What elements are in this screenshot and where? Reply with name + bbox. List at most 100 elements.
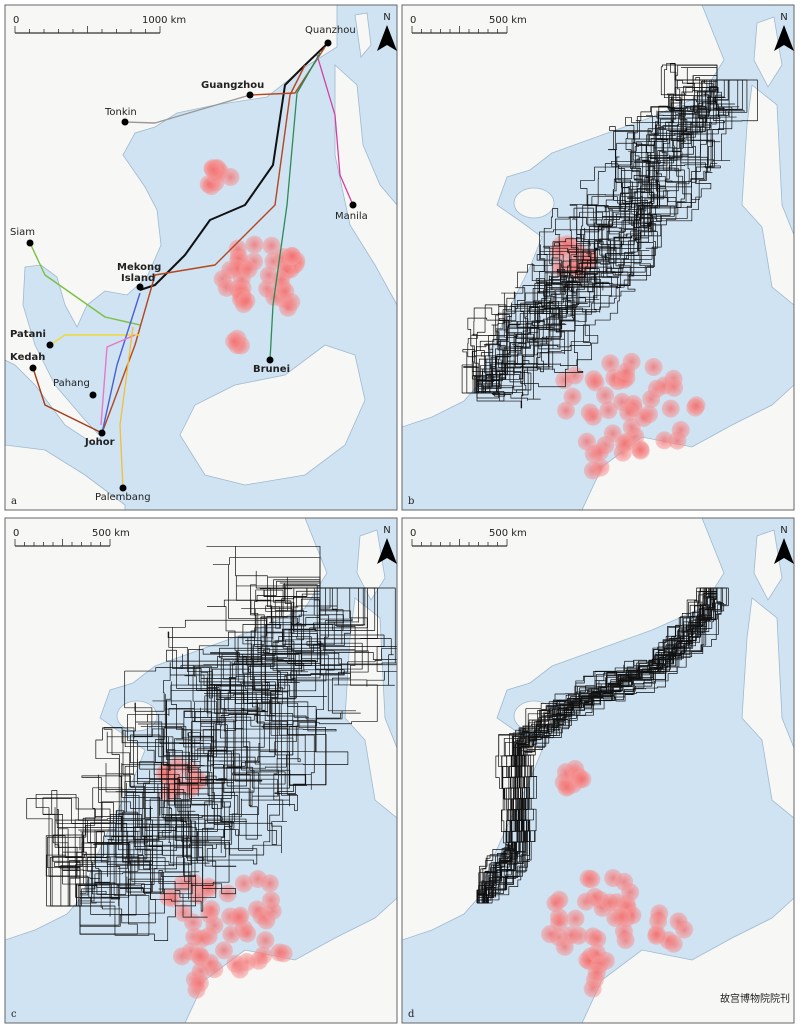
reef-area: [596, 386, 615, 405]
reef-area: [576, 892, 595, 911]
route: [269, 52, 321, 361]
place-label: Palembang: [95, 492, 151, 503]
north-label: N: [780, 12, 787, 23]
route: [80, 587, 368, 907]
reef-area: [579, 869, 598, 888]
route: [474, 80, 725, 394]
reef-area: [245, 235, 264, 254]
map-panel: 0 500 km Nb: [401, 4, 795, 511]
reef-area: [226, 954, 245, 973]
route: [477, 587, 717, 904]
route: [79, 587, 366, 926]
reef-area: [619, 403, 638, 422]
north-arrow: [377, 25, 397, 51]
route: [476, 587, 717, 903]
reef-area: [222, 925, 241, 944]
reef-area: [555, 371, 574, 390]
north-label: N: [780, 525, 787, 536]
reef-area: [557, 778, 576, 797]
route: [46, 588, 397, 907]
place-label: Island: [121, 273, 155, 284]
land: [741, 84, 794, 306]
reef-area: [270, 943, 289, 962]
map-panel: 0 500 km Nd: [401, 517, 795, 1024]
scale-start: 0: [410, 528, 416, 539]
route: [52, 587, 397, 907]
reef-area: [591, 458, 610, 477]
reef-area: [155, 764, 174, 783]
reef-area: [163, 889, 182, 908]
route: [124, 94, 251, 124]
place-dot: [121, 118, 129, 126]
route: [477, 67, 718, 401]
route: [476, 79, 717, 393]
route: [476, 80, 718, 399]
place-label: Johor: [84, 437, 115, 448]
route: [476, 80, 736, 393]
place-dot: [26, 239, 34, 247]
reef-area: [254, 946, 273, 965]
reef-area: [193, 929, 212, 948]
map-body: [402, 518, 794, 1023]
route: [477, 79, 748, 394]
route: [476, 80, 719, 393]
place-dot: [119, 484, 127, 492]
place-label: Kedah: [10, 352, 45, 363]
reef-area: [191, 946, 210, 965]
watermark: 故宫博物院院刊: [720, 992, 790, 1005]
route: [476, 79, 739, 393]
route: [79, 587, 349, 907]
reef-area: [563, 387, 582, 406]
place-label: Brunei: [253, 364, 290, 375]
place-dot: [324, 39, 332, 47]
hainan: [116, 700, 158, 732]
place-dot: [29, 364, 37, 372]
route: [476, 80, 718, 393]
route: [316, 54, 354, 206]
route: [477, 588, 725, 904]
route: [477, 588, 718, 904]
map-body: [402, 5, 794, 510]
route: [32, 367, 103, 434]
route: [80, 588, 395, 909]
reef-area: [661, 399, 680, 418]
reef-area: [229, 908, 248, 927]
reef-area: [615, 434, 634, 453]
route: [467, 79, 729, 393]
land: [402, 518, 725, 941]
reef-area: [166, 780, 185, 799]
reef-area: [650, 904, 669, 923]
reef-area: [239, 260, 258, 279]
route: [79, 587, 378, 906]
route: [477, 77, 718, 409]
route: [476, 63, 717, 402]
reef-area: [687, 396, 706, 415]
route: [476, 587, 717, 903]
panel-label: b: [408, 496, 414, 507]
reef-area: [248, 900, 267, 919]
reef-area: [214, 941, 233, 960]
reef-area: [615, 872, 634, 891]
route: [29, 242, 141, 326]
place-dot: [266, 356, 274, 364]
route: [475, 79, 730, 393]
reef-area: [588, 929, 607, 948]
scale-end: 500 km: [92, 528, 130, 539]
place-dot: [46, 341, 54, 349]
scale-end: 500 km: [489, 15, 527, 26]
frame: [401, 4, 795, 511]
map-body: [5, 518, 397, 1023]
scale-start: 0: [13, 528, 19, 539]
panel-label: c: [11, 1009, 17, 1020]
reef-area: [272, 270, 291, 289]
place-label: Siam: [10, 227, 35, 238]
route: [76, 587, 320, 907]
panel-label: d: [408, 1009, 415, 1020]
route: [476, 588, 721, 903]
reef-area: [566, 909, 585, 928]
reef-area: [600, 893, 619, 912]
place-dot: [246, 91, 254, 99]
reef-area: [262, 236, 281, 255]
reef-area: [586, 373, 605, 392]
